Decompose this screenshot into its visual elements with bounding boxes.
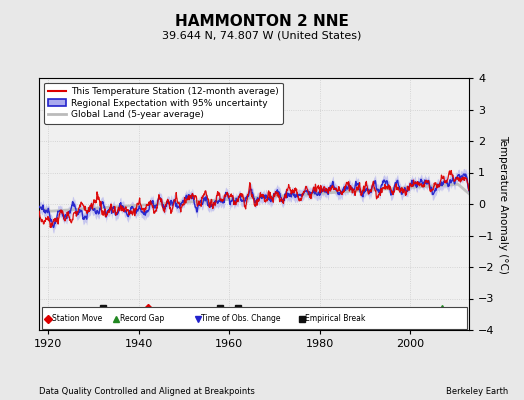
Text: Time of Obs. Change: Time of Obs. Change <box>201 314 281 324</box>
Text: Empirical Break: Empirical Break <box>305 314 366 324</box>
Legend: This Temperature Station (12-month average), Regional Expectation with 95% uncer: This Temperature Station (12-month avera… <box>44 82 283 124</box>
Text: Data Quality Controlled and Aligned at Breakpoints: Data Quality Controlled and Aligned at B… <box>39 387 255 396</box>
Bar <box>41 307 467 329</box>
Text: 39.644 N, 74.807 W (United States): 39.644 N, 74.807 W (United States) <box>162 30 362 40</box>
Text: Record Gap: Record Gap <box>120 314 164 324</box>
Text: Station Move: Station Move <box>52 314 102 324</box>
Text: HAMMONTON 2 NNE: HAMMONTON 2 NNE <box>175 14 349 29</box>
Text: Berkeley Earth: Berkeley Earth <box>446 387 508 396</box>
Y-axis label: Temperature Anomaly (°C): Temperature Anomaly (°C) <box>498 134 508 274</box>
